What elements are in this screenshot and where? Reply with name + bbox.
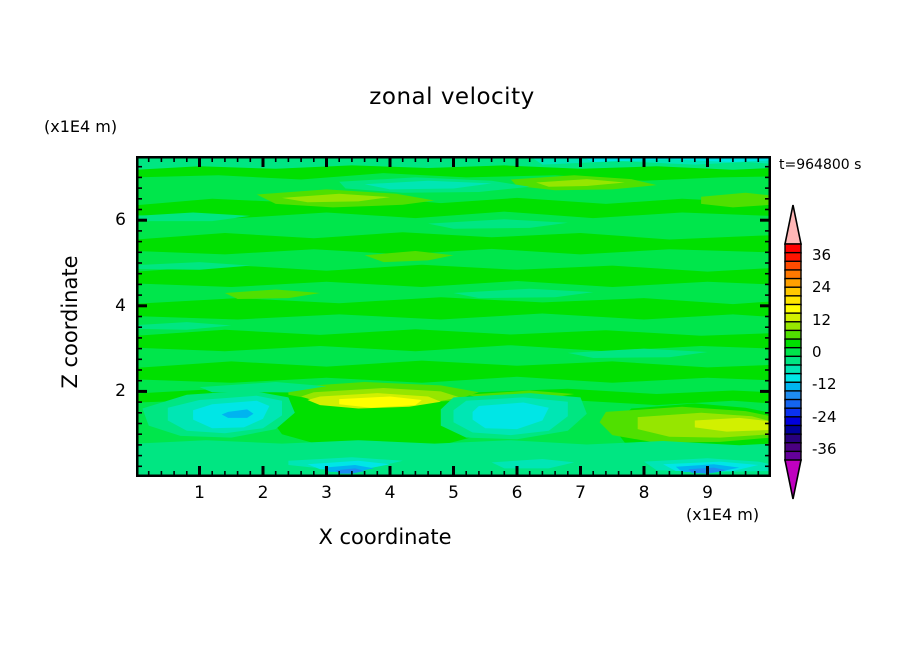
y-axis-unit-label: (x1E4 m) — [44, 117, 118, 136]
contour-band — [136, 264, 771, 287]
contour-band — [136, 440, 771, 477]
colorbar-band — [784, 277, 802, 289]
page-title: zonal velocity — [369, 84, 535, 110]
contour-field — [136, 156, 771, 477]
x-tick-label: 3 — [321, 483, 332, 503]
colorbar-label: 24 — [812, 278, 832, 297]
colorbar-label: 36 — [812, 245, 832, 264]
colorbar-band — [784, 398, 802, 410]
contour-plot-area[interactable] — [136, 156, 771, 477]
contour-band — [364, 251, 454, 263]
contour-band — [136, 360, 771, 383]
colorbar-band — [784, 260, 802, 272]
timestamp-label: t=964800 s — [779, 157, 862, 173]
colorbar[interactable] — [778, 204, 808, 500]
contour-band — [224, 289, 321, 299]
contour-band — [567, 348, 708, 358]
contour-band — [453, 288, 594, 299]
colorbar-band — [784, 416, 802, 427]
x-axis-title: X coordinate — [318, 525, 452, 549]
y-axis-title: Z coordinate — [58, 255, 82, 389]
colorbar-band — [784, 364, 802, 375]
contour-band — [136, 212, 251, 222]
contour-band — [694, 417, 771, 432]
colorbar-band — [784, 243, 802, 254]
x-tick-label: 5 — [448, 483, 459, 503]
colorbar-band — [784, 381, 802, 392]
colorbar-label: 0 — [812, 343, 822, 361]
x-tick-label: 8 — [638, 483, 650, 503]
contour-band — [491, 459, 575, 469]
colorbar-label: -36 — [812, 440, 837, 459]
x-tick-label: 6 — [511, 483, 523, 503]
contour-band — [221, 409, 254, 418]
colorbar-band — [784, 407, 802, 418]
colorbar-label: -24 — [812, 407, 837, 426]
colorbar-label: -12 — [812, 375, 837, 394]
colorbar-band — [784, 442, 802, 453]
colorbar-band — [784, 346, 802, 358]
colorbar-over-arrow — [784, 204, 802, 245]
colorbar-band — [784, 303, 802, 315]
contour-band — [339, 396, 422, 408]
contour-band — [282, 193, 390, 203]
contour-band — [136, 322, 232, 330]
colorbar-band — [784, 338, 802, 349]
contour-band — [136, 262, 251, 270]
colorbar-band — [784, 450, 802, 462]
contour-band — [428, 219, 568, 229]
contour-band — [364, 180, 492, 190]
contour-band — [136, 232, 771, 255]
colorbar-band — [784, 355, 802, 367]
x-tick-label: 2 — [257, 483, 269, 503]
colorbar-band — [784, 372, 802, 384]
colorbar-band — [784, 329, 802, 341]
colorbar-band — [784, 251, 802, 263]
x-tick-label: 7 — [575, 483, 586, 503]
colorbar-band — [784, 295, 802, 306]
colorbar-band — [784, 286, 802, 297]
y-tick-label: 2 — [115, 381, 126, 402]
contour-band — [136, 297, 771, 320]
x-axis-unit-label: (x1E4 m) — [686, 505, 760, 524]
contour-band — [307, 460, 390, 470]
contour-band — [472, 402, 549, 430]
contour-band — [701, 192, 771, 208]
y-tick-label: 6 — [115, 210, 126, 231]
colorbar-band — [784, 424, 802, 436]
contour-band — [199, 382, 327, 393]
colorbar-gradient — [784, 204, 802, 500]
contour-band — [136, 329, 771, 352]
colorbar-band — [784, 321, 802, 332]
colorbar-band — [784, 269, 802, 280]
x-tick-label: 1 — [194, 483, 205, 503]
x-tick-label: 9 — [702, 483, 713, 503]
contour-band — [336, 468, 365, 474]
colorbar-band — [784, 312, 802, 323]
colorbar-label: 12 — [812, 310, 832, 329]
colorbar-band — [784, 433, 802, 444]
colorbar-under-arrow — [784, 459, 802, 500]
y-tick-label: 4 — [115, 295, 126, 316]
x-tick-label: 4 — [384, 483, 396, 503]
contour-band — [536, 179, 625, 187]
colorbar-band — [784, 390, 802, 401]
